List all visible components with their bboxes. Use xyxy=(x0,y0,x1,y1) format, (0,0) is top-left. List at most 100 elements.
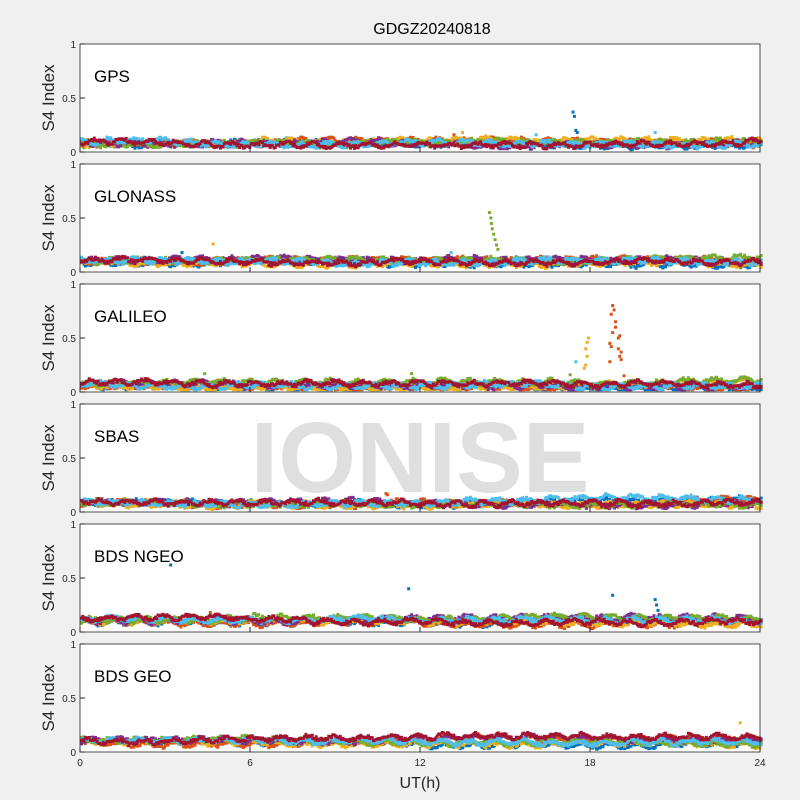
plot-area xyxy=(80,404,760,512)
spike-point xyxy=(614,320,617,324)
subplot-sbas: 0 0.5 1 S4 Index SBAS xyxy=(39,400,763,519)
chart-title: GDGZ20240818 xyxy=(373,21,491,38)
y-axis-label: S4 Index xyxy=(39,184,58,252)
y-tick-label: 1 xyxy=(70,280,76,291)
x-tick-label: 0 xyxy=(77,758,83,769)
y-tick-label: 0 xyxy=(70,748,76,759)
subplot-title: SBAS xyxy=(94,427,139,446)
series-5-points xyxy=(80,255,763,269)
spike-point xyxy=(489,221,493,225)
spike-point xyxy=(611,593,615,597)
spike-point xyxy=(407,587,411,591)
subplot-title: BDS GEO xyxy=(94,667,171,686)
spike-point xyxy=(609,345,613,349)
subplot-galileo: 0 0.5 1 S4 Index GALILEO xyxy=(39,280,763,399)
series-6-points xyxy=(80,496,763,510)
spike-point xyxy=(574,128,578,132)
spike-point xyxy=(385,493,389,497)
spike-point xyxy=(619,350,623,354)
spike-point xyxy=(575,131,579,135)
spike-point xyxy=(572,114,576,118)
y-axis-label: S4 Index xyxy=(39,664,58,732)
spike-point xyxy=(495,243,498,247)
spike-point xyxy=(582,366,586,370)
y-axis-label: S4 Index xyxy=(39,424,58,492)
subplot-bds-ngeo: 0 0.5 1 S4 Index BDS NGEO xyxy=(39,520,763,639)
spike-point xyxy=(587,336,591,340)
spike-point xyxy=(611,331,615,335)
series-6-points xyxy=(80,254,763,269)
series-6-points xyxy=(80,730,763,748)
y-tick-label: 0 xyxy=(70,148,76,159)
spike-point xyxy=(655,603,659,607)
x-tick-label: 18 xyxy=(584,758,596,769)
spike-point xyxy=(493,238,497,242)
spike-point xyxy=(585,340,589,344)
y-tick-label: 0.5 xyxy=(62,94,76,105)
x-tick-label: 24 xyxy=(754,758,766,769)
series-5-points xyxy=(80,378,763,392)
y-tick-label: 0 xyxy=(70,388,76,399)
x-tick-label: 6 xyxy=(247,758,253,769)
spike-point xyxy=(534,133,538,137)
y-tick-label: 0.5 xyxy=(62,214,76,225)
spike-point xyxy=(619,358,623,362)
y-tick-label: 1 xyxy=(70,40,76,51)
subplot-title: BDS NGEO xyxy=(94,547,184,566)
spike-point xyxy=(461,131,464,135)
y-tick-label: 0.5 xyxy=(62,454,76,465)
x-tick-label: 12 xyxy=(414,758,426,769)
spike-point xyxy=(180,251,184,255)
y-tick-label: 1 xyxy=(70,520,76,531)
spike-point xyxy=(653,131,657,135)
spike-point xyxy=(492,232,496,236)
subplot-title: GLONASS xyxy=(94,187,176,206)
y-axis-label: S4 Index xyxy=(39,64,58,132)
spike-point xyxy=(169,563,173,567)
spike-point xyxy=(618,354,622,358)
watermark: IONISE xyxy=(251,402,590,514)
y-tick-label: 0 xyxy=(70,508,76,519)
spike-point xyxy=(611,304,615,308)
y-tick-label: 0.5 xyxy=(62,334,76,345)
spike-point xyxy=(608,360,612,364)
y-tick-label: 0.5 xyxy=(62,574,76,585)
spike-point xyxy=(622,374,626,378)
spike-point xyxy=(738,721,742,725)
subplot-title: GPS xyxy=(94,67,130,86)
spike-point xyxy=(656,608,660,612)
series-6-points xyxy=(80,377,763,390)
spike-point xyxy=(203,372,207,376)
series-1-points xyxy=(80,733,763,750)
subplot-glonass: 0 0.5 1 S4 Index GLONASS xyxy=(39,160,763,279)
subplot-bds-geo: 0 0.5 1 0 6 12 18 24 S4 Index BDS GEO xyxy=(39,640,766,769)
subplot-title: GALILEO xyxy=(94,307,167,326)
spike-point xyxy=(653,598,657,602)
spike-point xyxy=(612,308,616,312)
spike-point xyxy=(616,347,620,351)
y-tick-label: 1 xyxy=(70,160,76,171)
spike-point xyxy=(616,336,620,340)
spike-point xyxy=(449,251,453,255)
series-5-points xyxy=(80,492,763,510)
x-axis-label: UT(h) xyxy=(400,775,441,792)
spike-point xyxy=(609,312,613,316)
y-tick-label: 0.5 xyxy=(62,694,76,705)
spike-point xyxy=(584,363,588,367)
spike-point xyxy=(208,611,212,615)
plot-area xyxy=(80,284,760,392)
series-4-points xyxy=(80,252,763,267)
plot-area xyxy=(80,164,760,272)
spike-point xyxy=(490,227,494,231)
spike-point xyxy=(211,242,215,246)
y-tick-label: 1 xyxy=(70,400,76,411)
spike-point xyxy=(614,325,617,329)
spike-point xyxy=(571,110,575,114)
y-tick-label: 1 xyxy=(70,640,76,651)
spike-point xyxy=(496,247,500,251)
y-axis-label: S4 Index xyxy=(39,304,58,372)
spike-point xyxy=(618,334,622,338)
plot-area xyxy=(80,44,760,152)
spike-point xyxy=(585,354,589,358)
